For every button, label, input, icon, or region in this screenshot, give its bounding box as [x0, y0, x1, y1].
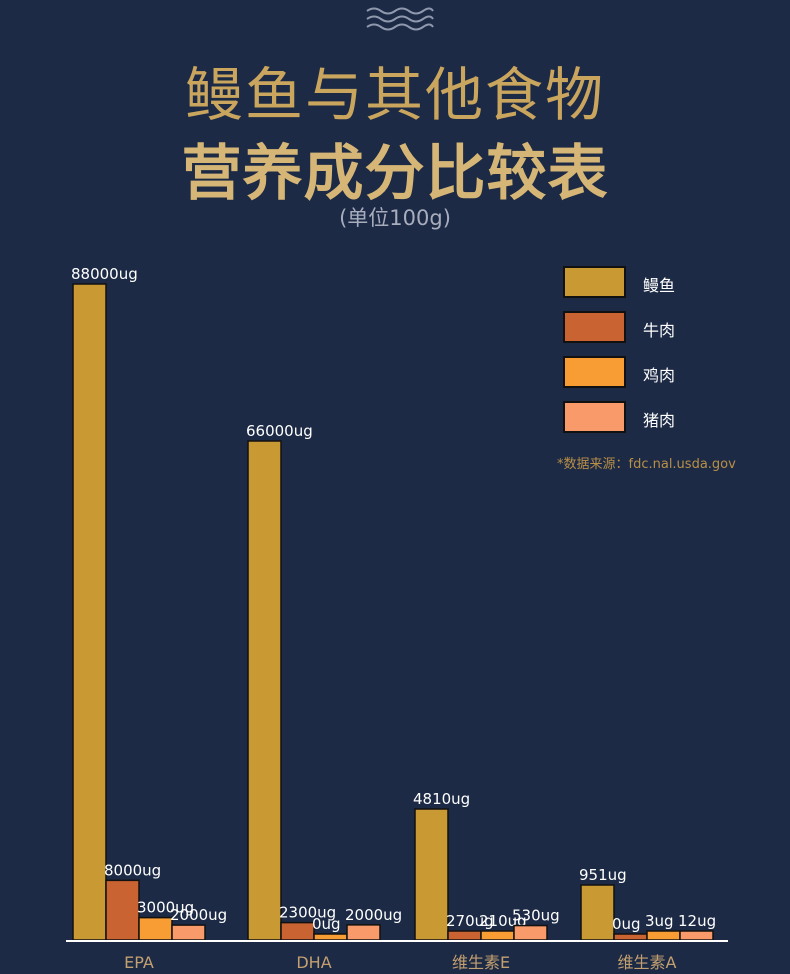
x-tick-label: 维生素E	[452, 953, 510, 972]
wave-icon	[366, 7, 434, 31]
bar-EPA-鸡肉	[138, 916, 173, 941]
bar-DHA-牛肉	[280, 921, 315, 941]
data-label-EPA-猪肉: 2000ug	[170, 906, 227, 924]
legend-swatch-eel	[563, 266, 626, 298]
data-label-DHA-牛肉: 2300ug	[279, 904, 336, 922]
bar-维生素A-鸡肉	[646, 930, 681, 941]
legend-label-beef: 牛肉	[643, 321, 676, 340]
data-label-维生素E-牛肉: 270ug	[446, 912, 494, 930]
legend-item-eel: 鳗鱼	[563, 266, 743, 300]
data-label-DHA-鳗鱼: 66000ug	[246, 422, 313, 440]
legend-swatch-beef	[563, 311, 626, 343]
bar-维生素E-鳗鱼	[414, 808, 449, 941]
page-title: 鳗鱼与其他食物	[184, 61, 605, 129]
source-note: *数据来源：fdc.nal.usda.gov	[557, 457, 736, 472]
legend-item-pork: 猪肉	[563, 401, 743, 435]
legend-swatch-chicken	[563, 356, 626, 388]
data-label-维生素E-猪肉: 530ug	[512, 907, 560, 925]
data-label-EPA-牛肉: 8000ug	[104, 861, 161, 879]
bar-EPA-鳗鱼	[72, 283, 107, 941]
bar-维生素E-牛肉	[447, 930, 482, 941]
bar-DHA-鸡肉	[313, 933, 348, 941]
data-label-DHA-鸡肉: 0ug	[312, 915, 341, 933]
legend-item-beef: 牛肉	[563, 311, 743, 345]
data-label-维生素A-猪肉: 12ug	[678, 912, 716, 930]
x-tick-label: EPA	[124, 953, 154, 972]
data-label-维生素A-牛肉: 0ug	[612, 915, 641, 933]
legend-label-pork: 猪肉	[643, 411, 676, 430]
data-label-DHA-猪肉: 2000ug	[345, 906, 402, 924]
bar-维生素A-鳗鱼	[580, 884, 615, 941]
bar-维生素E-鸡肉	[480, 930, 515, 941]
bar-EPA-猪肉	[171, 924, 206, 941]
bar-维生素A-牛肉	[613, 933, 648, 941]
data-label-EPA-鸡肉: 3000ug	[137, 899, 194, 917]
bar-维生素E-猪肉	[513, 924, 548, 941]
data-label-维生素A-鳗鱼: 951ug	[579, 866, 627, 884]
legend-label-eel: 鳗鱼	[643, 276, 676, 295]
legend-label-chicken: 鸡肉	[643, 366, 676, 385]
bar-DHA-猪肉	[346, 924, 381, 941]
legend-swatch-pork	[563, 401, 626, 433]
legend-item-chicken: 鸡肉	[563, 356, 743, 390]
bar-EPA-牛肉	[105, 879, 140, 941]
bar-DHA-鳗鱼	[247, 440, 282, 941]
data-label-维生素A-鸡肉: 3ug	[645, 912, 674, 930]
unit-note: (单位100g)	[339, 206, 451, 230]
data-label-EPA-鳗鱼: 88000ug	[71, 265, 138, 283]
x-tick-label: 维生素A	[618, 953, 677, 972]
x-tick-label: DHA	[296, 953, 331, 972]
page-subtitle: 营养成分比较表	[181, 139, 609, 209]
data-label-维生素E-鳗鱼: 4810ug	[413, 790, 470, 808]
bar-维生素A-猪肉	[679, 930, 714, 941]
